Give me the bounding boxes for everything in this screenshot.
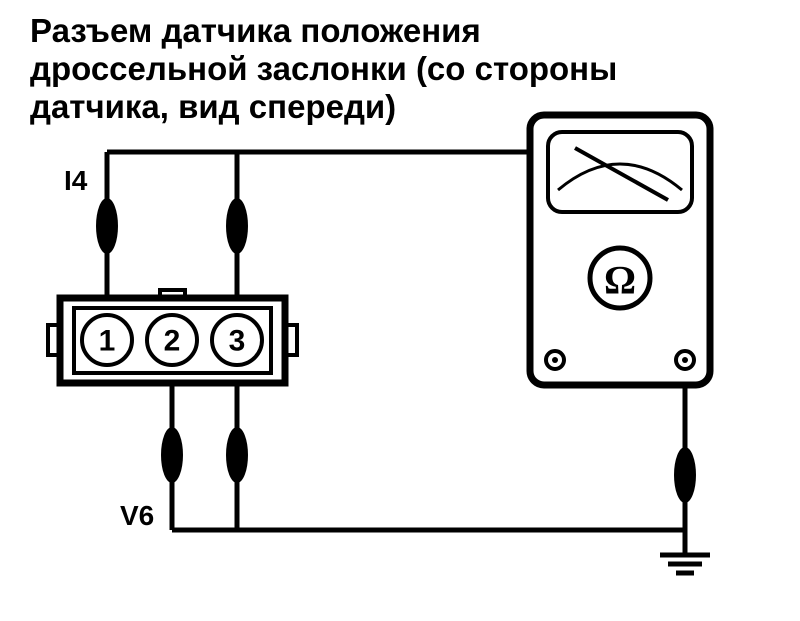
probe-meter-ground (674, 447, 696, 503)
ohm-icon: Ω (604, 258, 636, 303)
connector-pin-label-1: 1 (99, 325, 116, 358)
ground-icon (660, 555, 710, 573)
probe-i4-pin1-probe (96, 198, 118, 254)
probe-v6-pin3-probe (226, 427, 248, 483)
probe-v6-pin2-probe (161, 427, 183, 483)
connector-pin-label-3: 3 (229, 325, 246, 358)
multimeter-jack-dot-right (682, 357, 688, 363)
probe-i4-pin3-probe (226, 198, 248, 254)
diagram-svg: 1 2 3 Ω (0, 0, 800, 621)
connector-pin-label-2: 2 (164, 325, 181, 358)
multimeter-jack-dot-left (552, 357, 558, 363)
